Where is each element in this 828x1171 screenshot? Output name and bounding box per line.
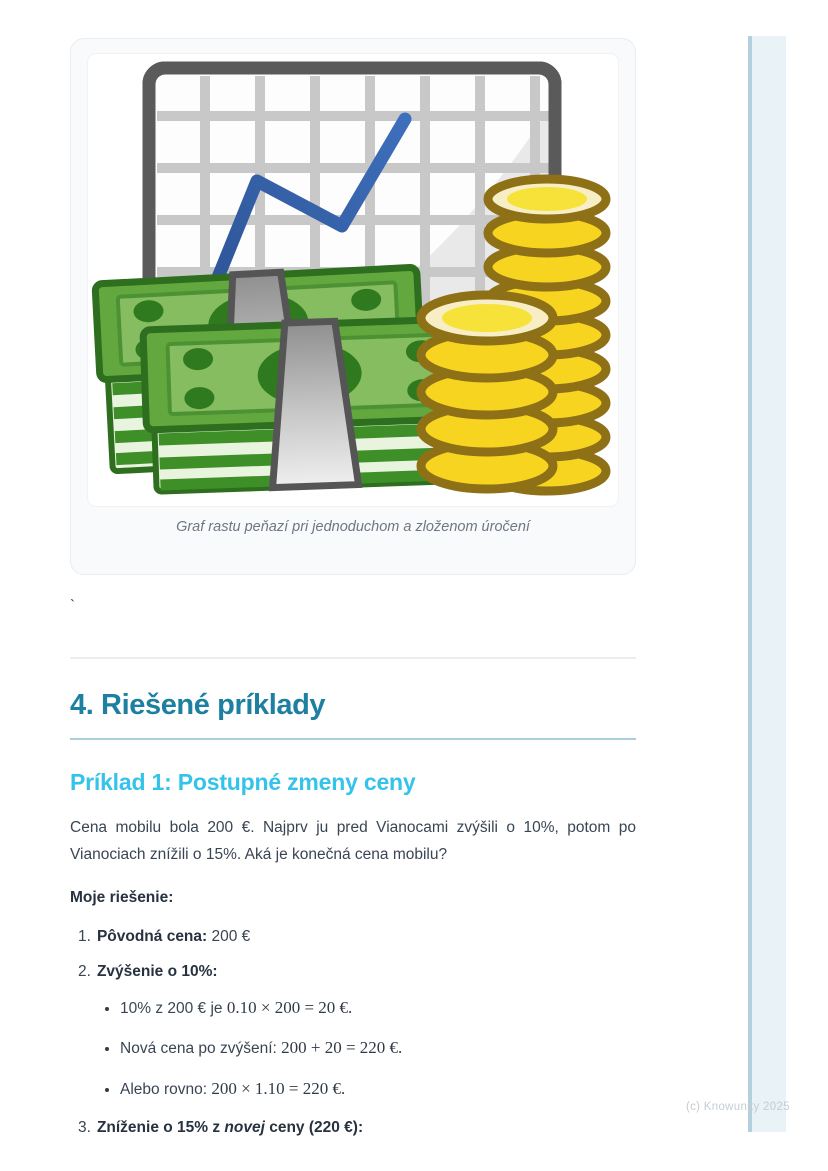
step-3-label: Zníženie o 15% z novej ceny (220 €): (97, 1119, 363, 1136)
solution-label: Moje riešenie: (70, 889, 174, 907)
document-page: Graf rastu peňazí pri jednoduchom a zlož… (70, 0, 636, 1152)
step-2-number: 2. (78, 963, 91, 981)
substep-3: Alebo rovno: 200 × 1.10 = 220 €. (120, 1077, 636, 1101)
section-divider (70, 657, 636, 659)
example-subheading: Príklad 1: Postupné zmeny ceny (70, 769, 416, 795)
problem-text: Cena mobilu bola 200 €. Najprv ju pred V… (70, 819, 636, 863)
solution-steps: 1. Pôvodná cena: 200 € 2. Zvýšenie o 10%: … (70, 926, 636, 1138)
step-3-label-italic: novej (224, 1118, 265, 1136)
step-2: 2. Zvýšenie o 10%: 10% z 200 € je 0.10 × … (78, 961, 636, 1100)
substep-1-math: 0.10 × 200 = 20 €. (226, 998, 353, 1018)
coin-stack-front (416, 290, 558, 494)
substep-2-text: Nová cena po zvýšení: (120, 1040, 282, 1058)
trend-line-icon (182, 112, 412, 356)
substep-3-math: 200 × 1.10 = 220 €. (211, 1078, 346, 1098)
step-3-label-post: ceny (220 €): (264, 1118, 364, 1136)
step-3-label-pre: Zníženie o 15% z (96, 1118, 225, 1136)
step-1-label: Pôvodná cena: (96, 928, 208, 946)
scrollbar-thumb[interactable] (748, 36, 752, 1132)
scrollbar[interactable] (748, 36, 786, 1132)
money-chart-svg (91, 61, 611, 496)
substep-2-math: 200 + 20 = 220 €. (281, 1038, 403, 1058)
step-2-label: Zvýšenie o 10%: (96, 963, 218, 981)
stray-backtick: ` (70, 597, 75, 614)
section-heading: 4. Riešené príklady (70, 689, 636, 740)
scrollbar-track (752, 36, 786, 1132)
substep-2: Nová cena po zvýšení: 200 + 20 = 220 €. (120, 1036, 636, 1060)
money-chart-illustration (88, 54, 618, 506)
substep-1: 10% z 200 € je 0.10 × 200 = 20 €. (120, 996, 636, 1020)
substep-3-text: Alebo rovno: (120, 1080, 212, 1098)
figure-card: Graf rastu peňazí pri jednoduchom a zlož… (70, 38, 636, 575)
step-3: 3. Zníženie o 15% z novej ceny (220 €): (78, 1117, 636, 1139)
copyright-watermark: (c) Knowunity 2025 (686, 1101, 790, 1113)
step-1-value: 200 € (211, 928, 251, 946)
step-1-number: 1. (78, 928, 91, 946)
step-2-substeps: 10% z 200 € je 0.10 × 200 = 20 €. Nová c… (78, 996, 636, 1100)
substep-1-text: 10% z 200 € je (120, 1000, 227, 1018)
step-3-number: 3. (78, 1118, 91, 1136)
step-1: 1. Pôvodná cena: 200 € (78, 926, 636, 948)
money-bundle-front (139, 315, 482, 495)
figure-caption: Graf rastu peňazí pri jednoduchom a zlož… (176, 519, 530, 535)
